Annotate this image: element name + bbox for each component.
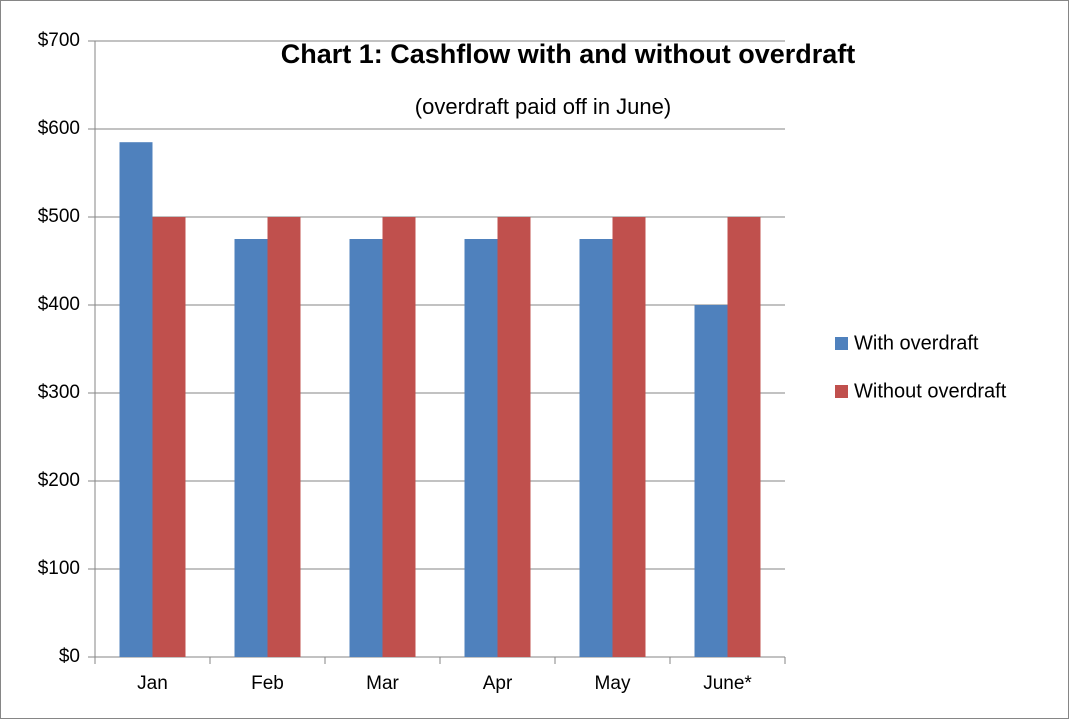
bar (119, 142, 153, 657)
x-tick-label: Jan (137, 673, 168, 694)
bar (464, 239, 498, 657)
y-tick-label: $200 (38, 470, 80, 491)
y-tick-label: $100 (38, 558, 80, 579)
bar (579, 239, 613, 657)
chart-title: Chart 1: Cashflow with and without overd… (281, 39, 856, 69)
x-tick-label: May (595, 673, 631, 694)
bar (234, 239, 268, 657)
bar (694, 305, 728, 657)
legend-label: Without overdraft (854, 380, 1007, 402)
legend-swatch (835, 337, 848, 350)
bar (152, 217, 186, 657)
legend-label: With overdraft (854, 332, 979, 354)
y-tick-label: $300 (38, 382, 80, 403)
bar (267, 217, 301, 657)
legend-swatch (835, 385, 848, 398)
bar (497, 217, 531, 657)
y-tick-label: $500 (38, 206, 80, 227)
x-tick-label: Apr (483, 673, 513, 694)
bar (382, 217, 416, 657)
y-tick-label: $600 (38, 118, 80, 139)
bar (349, 239, 383, 657)
y-tick-label: $400 (38, 294, 80, 315)
y-tick-label: $700 (38, 30, 80, 51)
x-tick-label: Feb (251, 673, 284, 694)
chart-subtitle: (overdraft paid off in June) (415, 94, 671, 119)
bar (612, 217, 646, 657)
bar (727, 217, 761, 657)
x-tick-label: Mar (366, 673, 399, 694)
x-tick-label: June* (703, 673, 752, 694)
y-tick-label: $0 (59, 646, 80, 667)
